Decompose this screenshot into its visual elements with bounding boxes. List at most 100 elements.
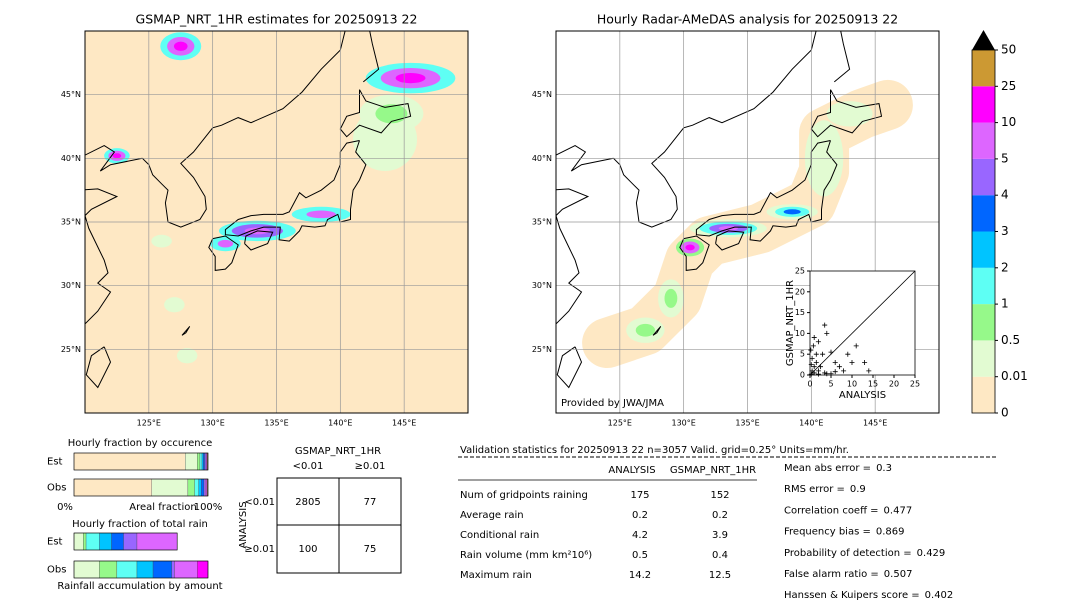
- colorbar-label: 0.5: [1001, 333, 1020, 347]
- colorbar-extend: [972, 30, 995, 50]
- point: [853, 343, 859, 349]
- lat-tick-label: 40°N: [532, 154, 552, 163]
- fraction-segment: [152, 560, 172, 579]
- y-tick-label: 15: [795, 308, 805, 317]
- row-label: <0.01: [244, 497, 275, 508]
- fraction-segment: [99, 532, 112, 551]
- fraction-title: Hourly fraction of total rain: [72, 519, 208, 530]
- coastline: [362, 31, 380, 83]
- point: [809, 368, 815, 374]
- rain-area: [635, 323, 655, 337]
- stats-header: Validation statistics for 20250913 22 n=…: [460, 445, 849, 456]
- score: Frequency bias = 0.869: [784, 527, 905, 538]
- coastline: [224, 140, 367, 242]
- coastline: [833, 31, 851, 83]
- point: [862, 360, 868, 366]
- score-value: 0.477: [884, 505, 913, 516]
- colorbar-label: 2: [1001, 260, 1009, 274]
- coastline: [85, 145, 143, 172]
- cell: 2805: [295, 497, 320, 508]
- bar-frame: [73, 560, 209, 579]
- bar-frame: [73, 478, 209, 497]
- point: [832, 369, 838, 375]
- fraction-segment: [73, 452, 186, 471]
- fraction-segment: [136, 560, 154, 579]
- row-label: Obs: [47, 483, 66, 494]
- x-tick-label: 0: [807, 380, 812, 389]
- colorbar-label: 50: [1001, 43, 1016, 57]
- fraction-segment: [185, 452, 198, 471]
- y-tick-label: 25: [795, 267, 805, 276]
- score-label: False alarm ratio =: [784, 569, 879, 580]
- fraction-segment: [73, 478, 152, 497]
- lat-tick-label: 45°N: [61, 90, 81, 99]
- x-axis-label: ANALYSIS: [839, 390, 886, 401]
- coastline: [679, 235, 710, 271]
- point: [820, 351, 826, 357]
- row-label: ≥0.01: [244, 544, 275, 555]
- row-title: ANALYSIS: [238, 501, 249, 548]
- score-value: 0.402: [925, 590, 954, 601]
- row-label: Est: [47, 457, 63, 468]
- point: [818, 364, 823, 370]
- lat-tick-label: 30°N: [532, 281, 552, 290]
- score-label: Correlation coeff =: [784, 505, 879, 516]
- stat-value: 0.4: [712, 550, 728, 561]
- lat-tick-label: 35°N: [532, 218, 552, 227]
- fraction-segment: [83, 532, 87, 551]
- point: [815, 371, 821, 377]
- lon-tick-label: 135°E: [735, 419, 759, 428]
- lon-tick-label: 140°E: [799, 419, 823, 428]
- stat-label: Average rain: [460, 510, 524, 521]
- y-axis-label: GSMAP_NRT_1HR: [785, 280, 796, 366]
- lon-tick-label: 145°E: [392, 419, 416, 428]
- stat-value: 0.2: [632, 510, 648, 521]
- point: [815, 339, 821, 345]
- point: [811, 370, 817, 376]
- cell: 100: [298, 544, 317, 555]
- stat-label: Maximum rain: [460, 570, 532, 581]
- fraction-segment: [203, 452, 205, 471]
- point: [822, 322, 828, 328]
- stat-value: 0.2: [712, 510, 728, 521]
- colorbar-label: 5: [1001, 151, 1009, 165]
- colorbar-label: 25: [1001, 79, 1016, 93]
- fraction-segment: [194, 478, 199, 497]
- point: [809, 355, 815, 361]
- coastline: [244, 230, 274, 251]
- point: [813, 351, 819, 357]
- coastline: [556, 346, 583, 389]
- point: [813, 360, 819, 366]
- rain-area: [375, 104, 408, 124]
- score-label: Hanssen & Kuipers score =: [784, 590, 920, 601]
- fraction-segment: [116, 560, 138, 579]
- score-label: RMS error =: [784, 484, 845, 495]
- coastline: [613, 31, 817, 228]
- coastline: [810, 89, 883, 138]
- colorbar-bin: [972, 195, 995, 232]
- map-frame: [555, 30, 940, 414]
- point: [824, 371, 830, 377]
- stat-label: Conditional rain: [460, 530, 539, 541]
- score-value: 0.3: [876, 463, 892, 474]
- point: [866, 368, 872, 374]
- fraction-segment: [201, 478, 205, 497]
- coastline: [181, 326, 191, 336]
- lon-tick-label: 130°E: [201, 419, 225, 428]
- point: [828, 349, 834, 355]
- coastline: [85, 346, 112, 389]
- x-tick-label: 0%: [57, 502, 73, 513]
- x-axis-label: Rainfall accumulation by amount: [57, 581, 222, 592]
- point: [841, 368, 847, 374]
- rain-area: [164, 297, 185, 313]
- x-tick-label: 25: [910, 380, 920, 389]
- score: False alarm ratio = 0.507: [784, 569, 912, 580]
- coastline: [695, 140, 838, 242]
- x-tick-label: 5: [828, 380, 833, 389]
- colorbar-label: 10: [1001, 115, 1016, 129]
- fraction-segment: [203, 478, 206, 497]
- fraction-segment: [73, 560, 100, 579]
- point: [810, 343, 816, 349]
- score-label: Mean abs error =: [784, 463, 871, 474]
- y-tick-label: 0: [800, 371, 805, 380]
